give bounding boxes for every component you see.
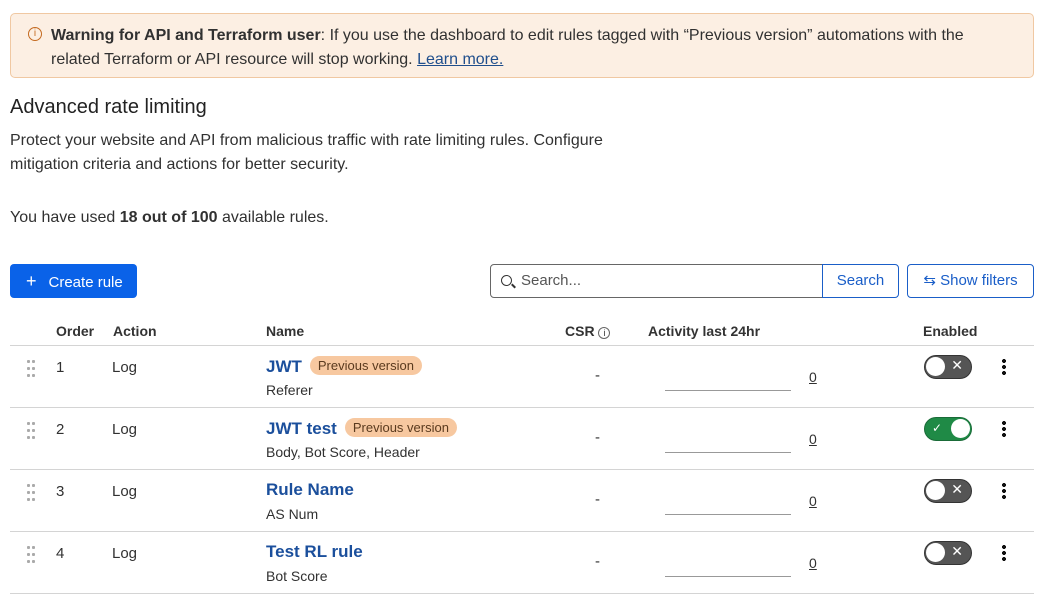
learn-more-link[interactable]: Learn more.	[417, 51, 504, 68]
rule-name-link[interactable]: Rule Name	[266, 480, 354, 499]
header-enabled: Enabled	[923, 323, 978, 339]
rule-fields: AS Num	[266, 506, 319, 522]
search-input[interactable]: Search...	[490, 264, 823, 298]
toggle-knob	[926, 543, 945, 562]
x-icon: ✕	[951, 357, 963, 373]
check-icon: ✓	[932, 421, 943, 435]
rule-fields: Body, Bot Score, Header	[266, 444, 420, 460]
activity-count-link[interactable]: 0	[809, 555, 817, 571]
activity-sparkline	[665, 452, 791, 453]
previous-version-badge: Previous version	[309, 356, 422, 375]
more-options-icon[interactable]	[1002, 420, 1006, 438]
previous-version-badge: Previous version	[344, 418, 457, 437]
swap-arrows-icon: ⇆	[923, 272, 941, 289]
toggle-knob	[951, 419, 970, 438]
rule-name-link[interactable]: JWT test	[266, 419, 337, 438]
search-button[interactable]: Search	[822, 264, 899, 298]
rule-order: 4	[56, 545, 65, 562]
table-row: 3 Log Rule Name AS Num - 0 ✕	[10, 469, 1034, 531]
rule-action: Log	[112, 483, 138, 500]
warning-title: Warning for API and Terraform user	[51, 27, 321, 44]
table-bottom-border	[10, 593, 1034, 594]
search-icon	[501, 275, 512, 286]
header-order: Order	[56, 323, 95, 339]
toggle-knob	[926, 481, 945, 500]
rule-name-link[interactable]: JWT	[266, 357, 302, 376]
enabled-toggle[interactable]: ✓	[924, 417, 972, 441]
activity-sparkline	[665, 514, 791, 515]
rule-order: 3	[56, 483, 65, 500]
table-row: 1 Log JWT Previous version Referer - 0 ✕	[10, 345, 1034, 407]
rule-csr: -	[595, 553, 600, 570]
usage-count: 18 out of 100	[119, 209, 218, 226]
x-icon: ✕	[951, 543, 963, 559]
rule-csr: -	[595, 491, 600, 508]
drag-handle-icon[interactable]	[26, 420, 36, 440]
usage-prefix: You have used	[10, 209, 120, 226]
warning-text: : If you use the dashboard to edit rules…	[51, 27, 964, 68]
rule-action: Log	[112, 359, 138, 376]
rule-fields: Referer	[266, 382, 313, 398]
rule-csr: -	[595, 367, 600, 384]
header-name: Name	[266, 323, 305, 339]
more-options-icon[interactable]	[1002, 482, 1006, 500]
rule-order: 2	[56, 421, 65, 438]
search-placeholder: Search...	[521, 272, 582, 289]
plus-icon: +	[26, 271, 37, 291]
info-icon: i	[28, 27, 42, 41]
enabled-toggle[interactable]: ✕	[924, 541, 972, 565]
usage-suffix: available rules.	[217, 209, 329, 226]
drag-handle-icon[interactable]	[26, 482, 36, 502]
info-icon[interactable]: i	[598, 327, 611, 339]
more-options-icon[interactable]	[1002, 544, 1006, 562]
drag-handle-icon[interactable]	[26, 544, 36, 564]
activity-count-link[interactable]: 0	[809, 369, 817, 385]
rule-csr: -	[595, 429, 600, 446]
table-row: 4 Log Test RL rule Bot Score - 0 ✕	[10, 531, 1034, 593]
header-csr: CSR i	[565, 323, 611, 339]
create-rule-label: Create rule	[48, 274, 123, 291]
activity-sparkline	[665, 390, 791, 391]
usage-text: You have used 18 out of 100 available ru…	[10, 209, 329, 227]
rule-action: Log	[112, 421, 138, 438]
activity-count-link[interactable]: 0	[809, 431, 817, 447]
x-icon: ✕	[951, 481, 963, 497]
table-row: 2 Log JWT test Previous version Body, Bot…	[10, 407, 1034, 469]
warning-banner: i Warning for API and Terraform user: If…	[10, 13, 1034, 78]
header-activity: Activity last 24hr	[648, 323, 761, 339]
enabled-toggle[interactable]: ✕	[924, 479, 972, 503]
rule-order: 1	[56, 359, 65, 376]
rule-action: Log	[112, 545, 138, 562]
more-options-icon[interactable]	[1002, 358, 1006, 376]
activity-count-link[interactable]: 0	[809, 493, 817, 509]
page-description: Protect your website and API from malici…	[10, 132, 603, 173]
show-filters-button[interactable]: ⇆ Show filters	[907, 264, 1034, 298]
header-csr-label: CSR	[565, 323, 595, 339]
rule-fields: Bot Score	[266, 568, 328, 584]
page-title: Advanced rate limiting	[10, 96, 207, 118]
toggle-knob	[926, 357, 945, 376]
drag-handle-icon[interactable]	[26, 358, 36, 378]
create-rule-button[interactable]: + Create rule	[10, 264, 137, 298]
activity-sparkline	[665, 576, 791, 577]
rule-name-link[interactable]: Test RL rule	[266, 542, 363, 561]
show-filters-label: Show filters	[940, 272, 1018, 289]
enabled-toggle[interactable]: ✕	[924, 355, 972, 379]
header-action: Action	[113, 323, 157, 339]
